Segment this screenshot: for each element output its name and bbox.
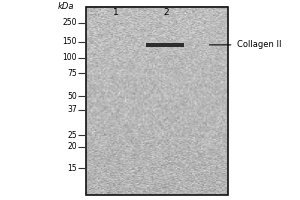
Text: Collagen II: Collagen II	[237, 40, 281, 49]
Text: 15: 15	[67, 164, 77, 173]
Text: 25: 25	[67, 131, 77, 140]
Bar	[86, 7, 228, 195]
Text: 100: 100	[62, 53, 77, 62]
Text: 75: 75	[67, 69, 77, 78]
Text: 150: 150	[62, 37, 77, 46]
Text: 2: 2	[164, 8, 169, 17]
Bar	[146, 43, 184, 47]
Text: 37: 37	[67, 105, 77, 114]
Text: 1: 1	[113, 8, 118, 17]
Text: 50: 50	[67, 92, 77, 101]
Text: 20: 20	[67, 142, 77, 151]
Text: 250: 250	[62, 18, 77, 27]
Text: kDa: kDa	[58, 2, 75, 11]
